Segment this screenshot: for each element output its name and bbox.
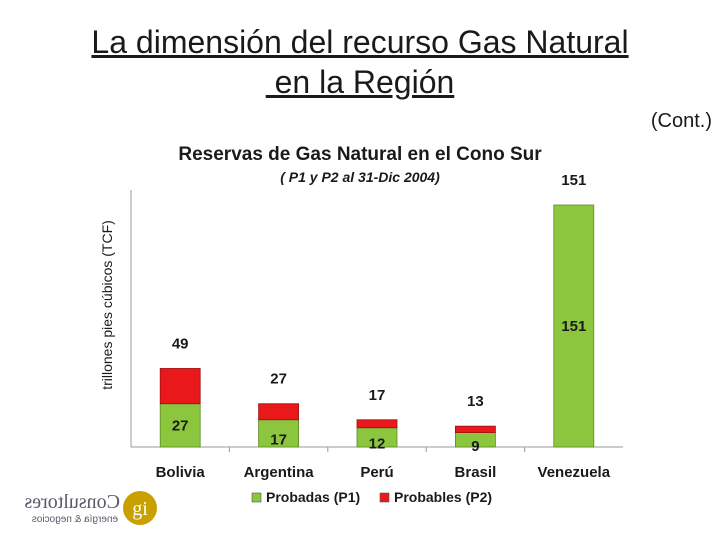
slide-title-line1: La dimensión del recurso Gas Natural (91, 24, 629, 60)
y-axis-label: trillones pies cúbicos (TCF) (99, 220, 115, 390)
continued-label: (Cont.) (650, 110, 712, 132)
x-tick-label: Venezuela (538, 464, 611, 481)
bar-probables (356, 419, 398, 429)
chart-title: Reservas de Gas Natural en el Cono Sur (178, 144, 542, 165)
data-label-probadas: 17 (270, 431, 287, 448)
x-tick-label: Argentina (244, 464, 315, 481)
bar-probables (159, 368, 201, 405)
legend-swatch (251, 492, 262, 503)
slide-title-line2: en la Región (265, 64, 455, 100)
legend: Probadas (P1) Probables (P2) (251, 489, 492, 505)
bar-probadas (553, 204, 595, 448)
legend-swatch (379, 492, 390, 503)
logo-tagline: energía & negocios (32, 514, 118, 525)
x-tick-label: Bolivia (156, 464, 206, 481)
data-label-total: 27 (270, 371, 287, 388)
data-label-probadas: 151 (561, 318, 586, 335)
logo-word: Consultores (24, 491, 120, 513)
logo-mark: gi (132, 498, 148, 520)
data-label-total: 17 (369, 387, 386, 404)
bar-probables (258, 403, 300, 421)
x-tick-label: Brasil (455, 464, 497, 481)
consultores-logo: Consultores energía & negocios gi (24, 491, 157, 525)
data-label-probadas: 12 (369, 435, 386, 452)
slide-title: La dimensión del recurso Gas Natural en … (0, 22, 720, 102)
bar-probadas (159, 403, 201, 448)
data-label-probadas: 27 (172, 417, 189, 434)
data-label-total: 151 (561, 172, 586, 189)
legend-label: Probables (P2) (394, 489, 492, 505)
chart-subtitle: ( P1 y P2 al 31-Dic 2004) (280, 169, 440, 185)
bar-probables (454, 425, 496, 433)
data-label-total: 13 (467, 393, 484, 410)
logo-mark-circle (123, 491, 157, 525)
data-label-probadas: 9 (471, 438, 479, 455)
data-label-total: 49 (172, 335, 189, 352)
legend-label: Probadas (P1) (266, 489, 360, 505)
x-tick-label: Perú (360, 464, 393, 481)
